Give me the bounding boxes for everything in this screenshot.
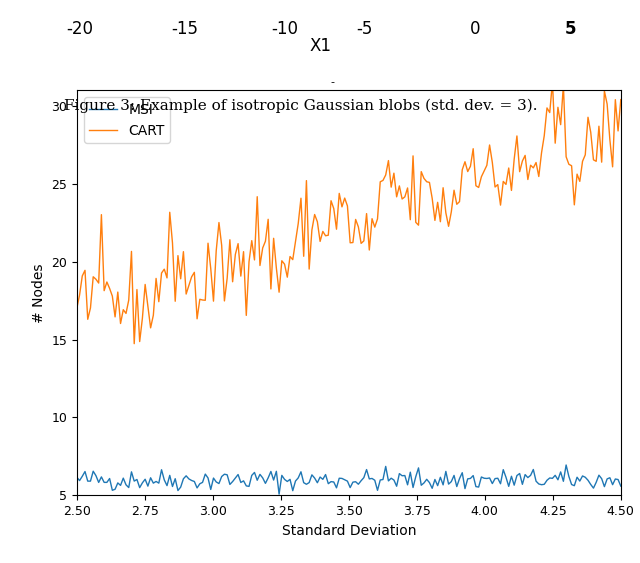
CART: [221, 297, 228, 304]
Text: -: -: [331, 77, 335, 87]
MSI: [174, 487, 182, 494]
Text: 0: 0: [470, 20, 480, 38]
CART: [595, 123, 603, 129]
Text: -5: -5: [356, 20, 373, 38]
CART: [131, 340, 138, 347]
Line: MSI: MSI: [77, 465, 621, 494]
CART: [177, 275, 184, 282]
CART: [548, 79, 556, 86]
CART: [617, 96, 625, 103]
CART: [95, 280, 102, 287]
MSI: [95, 479, 102, 486]
CART: [73, 305, 81, 312]
MSI: [218, 473, 225, 480]
Text: -10: -10: [271, 20, 298, 38]
MSI: [617, 482, 625, 489]
MSI: [595, 472, 603, 479]
Legend: MSI, CART: MSI, CART: [84, 97, 170, 143]
Text: -20: -20: [67, 20, 93, 38]
Line: CART: CART: [77, 82, 621, 343]
Text: X1: X1: [309, 37, 331, 55]
MSI: [275, 491, 283, 498]
MSI: [563, 462, 570, 468]
CART: [106, 285, 113, 292]
X-axis label: Standard Deviation: Standard Deviation: [282, 524, 416, 538]
Y-axis label: # Nodes: # Nodes: [31, 263, 45, 323]
Text: -15: -15: [172, 20, 198, 38]
Text: 5: 5: [564, 20, 576, 38]
MSI: [73, 473, 81, 480]
Text: Figure 3: Example of isotropic Gaussian blobs (std. dev. = 3).: Figure 3: Example of isotropic Gaussian …: [64, 98, 538, 113]
MSI: [576, 477, 584, 484]
MSI: [106, 475, 113, 482]
CART: [576, 178, 584, 185]
